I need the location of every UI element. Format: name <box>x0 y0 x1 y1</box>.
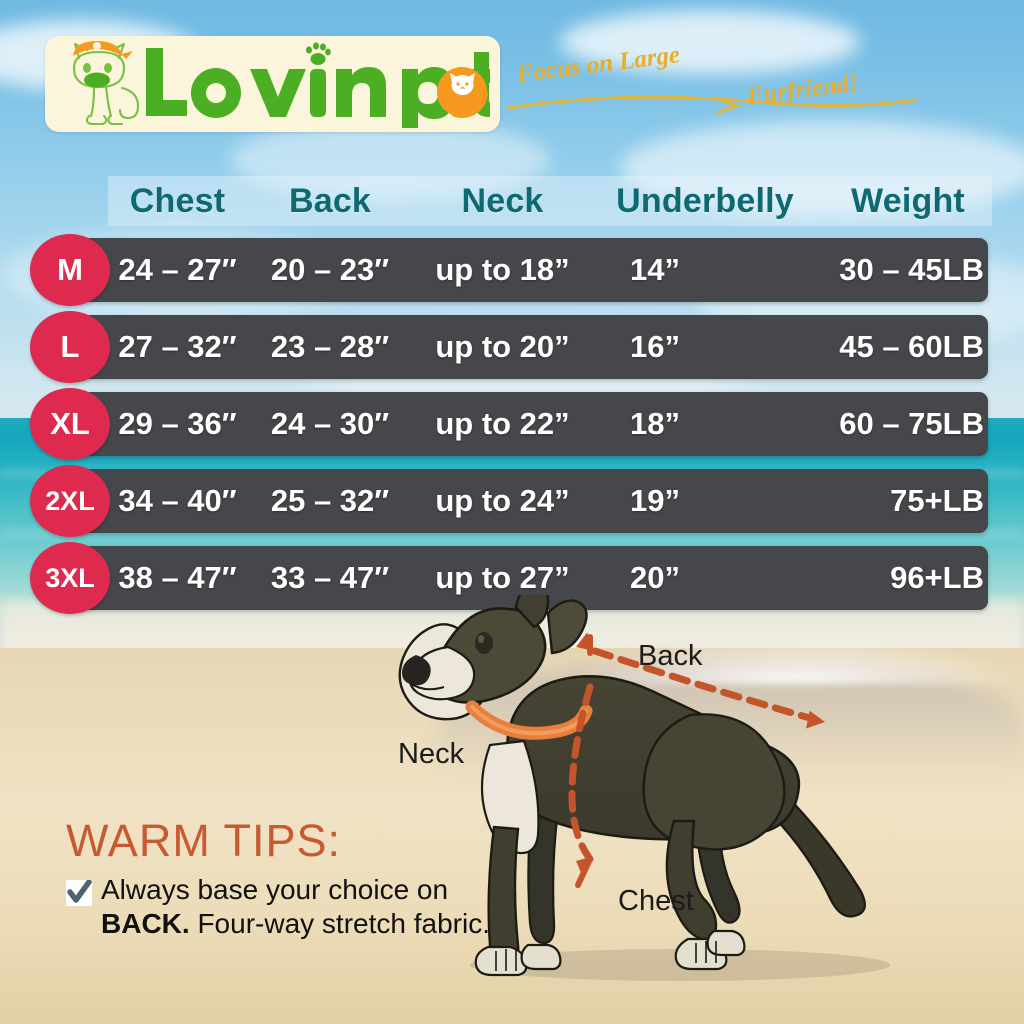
cell-chest: 29 – 36″ <box>118 406 237 441</box>
cell-weight: 45 – 60LB <box>839 329 984 364</box>
table-row: 2XL 34 – 40″ 25 – 32″ up to 24” 19” 75+L… <box>0 465 1024 541</box>
warm-tips-line-2: Four-way stretch fabric. <box>189 908 490 940</box>
column-header-chest: Chest <box>129 181 226 220</box>
warm-tips-line-2-bold: BACK. <box>101 908 190 940</box>
warm-tips-section: WARM TIPS: Always base your choice on BA… <box>66 818 496 941</box>
warm-tips-line-1: Always base your choice on <box>101 874 449 905</box>
cell-underbelly: 19” <box>630 483 680 518</box>
cat-face-icon <box>437 67 488 118</box>
size-table-body: M 24 – 27″ 20 – 23″ up to 18” 14” 30 – 4… <box>0 234 1024 619</box>
tagline-line-1: Focus on Large <box>514 41 681 88</box>
size-badge: M <box>30 234 110 306</box>
cell-back: 33 – 47″ <box>270 560 390 595</box>
cell-underbelly: 20” <box>630 560 680 595</box>
chest-measure-line <box>568 683 594 863</box>
sea-highlight <box>0 528 1024 538</box>
table-header-band <box>108 176 992 226</box>
table-row: M 24 – 27″ 20 – 23″ up to 18” 14” 30 – 4… <box>0 234 1024 310</box>
chest-arrow-icon <box>576 857 590 875</box>
cell-neck: up to 24” <box>435 483 570 518</box>
cell-weight: 75+LB <box>890 483 984 518</box>
cell-weight: 60 – 75LB <box>839 406 984 441</box>
cell-weight: 96+LB <box>890 560 984 595</box>
cell-underbelly: 18” <box>630 406 680 441</box>
table-row: 3XL 38 – 47″ 33 – 47″ up to 27” 20” 96+L… <box>0 542 1024 618</box>
cell-back: 23 – 28″ <box>270 329 390 364</box>
dog-illustration <box>398 595 890 981</box>
warm-tips-body: Always base your choice on BACK. Four-wa… <box>101 873 490 941</box>
brand-wordmark <box>146 42 490 128</box>
diagram-label-neck: Neck <box>398 738 465 770</box>
dog-mascot-icon <box>72 41 140 126</box>
cell-underbelly: 16” <box>630 329 680 364</box>
row-background <box>60 392 988 456</box>
size-badge: L <box>30 311 110 383</box>
warm-tips-title: WARM TIPS: <box>66 815 342 866</box>
cell-neck: up to 27” <box>435 560 570 595</box>
surf-edge <box>560 636 1024 684</box>
column-header-neck: Neck <box>461 181 544 220</box>
cell-weight: 30 – 45LB <box>839 252 984 287</box>
cell-chest: 38 – 47″ <box>118 560 237 595</box>
cloud-decor <box>230 120 550 200</box>
checkmark-icon <box>66 880 92 906</box>
cell-neck: up to 18” <box>435 252 570 287</box>
cell-chest: 27 – 32″ <box>118 329 237 364</box>
diagram-label-chest: Chest <box>618 885 694 917</box>
cell-chest: 34 – 40″ <box>118 483 237 518</box>
row-background <box>60 469 988 533</box>
back-arrow-end-icon <box>806 710 825 729</box>
cloud-decor <box>560 10 860 74</box>
size-badge: 3XL <box>30 542 110 614</box>
brand-logo-card <box>45 36 500 132</box>
column-header-back: Back <box>288 181 372 220</box>
size-badge: XL <box>30 388 110 460</box>
row-background <box>60 315 988 379</box>
diagram-label-back: Back <box>638 640 703 672</box>
cell-underbelly: 14” <box>630 252 680 287</box>
back-measure-line <box>591 647 831 727</box>
table-row: XL 29 – 36″ 24 – 30″ up to 22” 18” 60 – … <box>0 388 1024 464</box>
row-background <box>60 238 988 302</box>
cloud-decor <box>620 120 1024 216</box>
cell-back: 24 – 30″ <box>270 406 390 441</box>
cell-neck: up to 22” <box>435 406 570 441</box>
table-header-row: Chest Back Neck Underbelly Weight <box>0 172 1024 230</box>
table-row: L 27 – 32″ 23 – 28″ up to 20” 16” 45 – 6… <box>0 311 1024 387</box>
size-badge: 2XL <box>30 465 110 537</box>
cell-chest: 24 – 27″ <box>118 252 237 287</box>
cell-back: 25 – 32″ <box>270 483 390 518</box>
column-header-weight: Weight <box>851 181 965 220</box>
brand-tagline: Focus on Large Furfriend! <box>506 41 918 115</box>
cell-back: 20 – 23″ <box>270 252 390 287</box>
paw-print-icon <box>306 42 331 65</box>
cell-neck: up to 20” <box>435 329 570 364</box>
column-header-underbelly: Underbelly <box>616 181 794 220</box>
